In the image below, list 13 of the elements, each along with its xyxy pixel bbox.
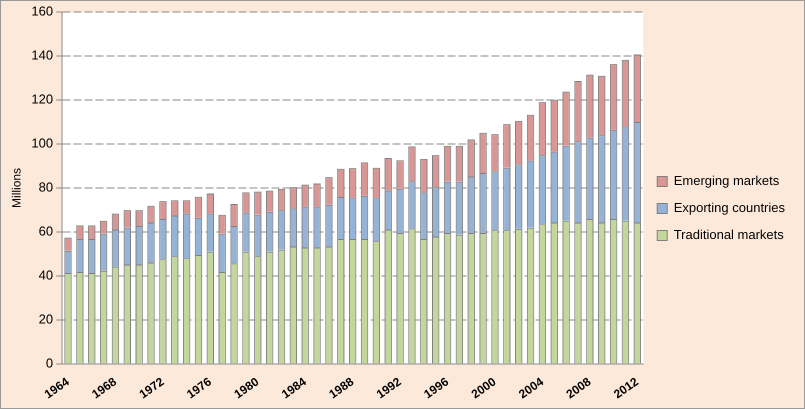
legend-label: Emerging markets xyxy=(674,173,780,188)
legend-label: Traditional markets xyxy=(674,227,784,242)
y-tick-label: 80 xyxy=(38,180,54,195)
y-tick-label: 60 xyxy=(38,224,54,239)
legend-label: Exporting countries xyxy=(674,200,786,216)
y-tick-label: 160 xyxy=(31,4,54,19)
y-tick-label: 120 xyxy=(31,92,54,107)
y-axis-title: Millions xyxy=(10,168,24,208)
y-tick-label: 100 xyxy=(31,136,54,151)
y-tick-label: 140 xyxy=(31,48,54,63)
y-tick-label: 0 xyxy=(46,355,54,370)
y-tick-label: 40 xyxy=(38,267,54,282)
y-tick-label: 20 xyxy=(38,311,54,326)
